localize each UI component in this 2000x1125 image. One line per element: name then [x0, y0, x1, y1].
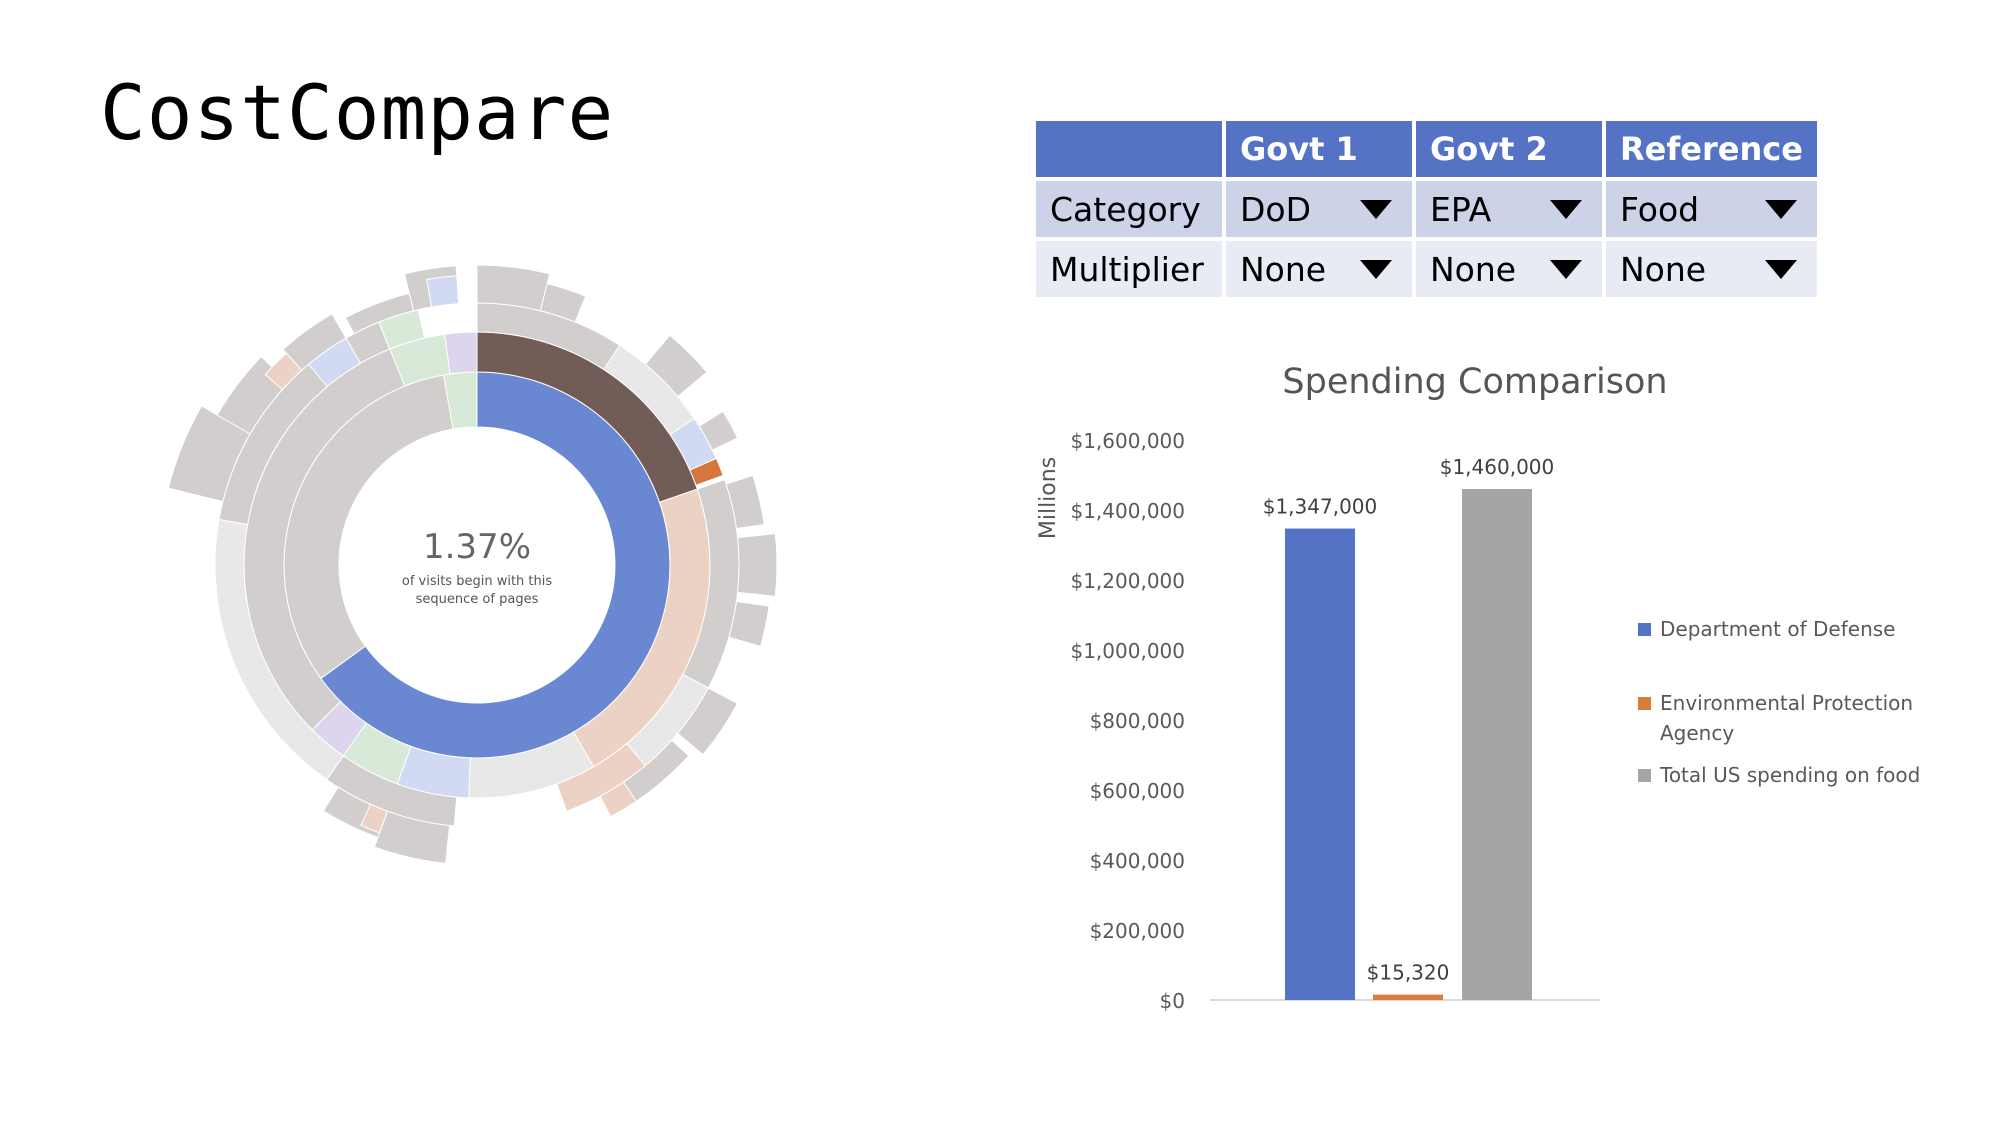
sunburst-segment[interactable] [539, 283, 587, 323]
y-tick-label: $0 [1160, 989, 1185, 1013]
sunburst-center-value: 1.37% [423, 527, 531, 567]
y-tick-label: $200,000 [1090, 919, 1185, 943]
sunburst-segment[interactable] [728, 600, 770, 647]
sunburst-segment[interactable] [444, 331, 478, 375]
multiplier-label: Multiplier [1036, 241, 1222, 297]
selector-table: Govt 1 Govt 2 Reference Category DoD EPA… [1032, 117, 1821, 301]
legend-entry: Department of Defense [1660, 617, 1895, 641]
sunburst-segment[interactable] [644, 334, 708, 398]
y-tick-label: $1,400,000 [1070, 499, 1185, 523]
bar-3 [1462, 489, 1532, 1000]
govt-2-category-dropdown[interactable]: EPA [1416, 181, 1602, 237]
y-tick-label: $1,200,000 [1070, 569, 1185, 593]
sunburst-segment[interactable] [698, 410, 739, 451]
sunburst-segments[interactable] [167, 264, 778, 864]
dropdown-value: None [1620, 249, 1707, 289]
selector-header-row: Govt 1 Govt 2 Reference [1036, 121, 1817, 177]
header-blank [1036, 121, 1222, 177]
y-tick-label: $400,000 [1090, 849, 1185, 873]
header-govt-1: Govt 1 [1226, 121, 1412, 177]
chevron-down-icon[interactable] [1550, 200, 1582, 219]
govt-2-multiplier-dropdown[interactable]: None [1416, 241, 1602, 297]
chevron-down-icon[interactable] [1764, 200, 1797, 219]
legend-swatch [1638, 623, 1651, 636]
y-tick-label: $800,000 [1090, 709, 1185, 733]
category-row: Category DoD EPA Food [1036, 181, 1817, 237]
legend-entry: Environmental Protection [1660, 691, 1913, 715]
dropdown-value: Food [1620, 189, 1700, 229]
chart-title: Spending Comparison [1282, 362, 1667, 402]
header-reference: Reference [1606, 121, 1817, 177]
sunburst-segment[interactable] [676, 687, 739, 756]
legend-swatch [1638, 697, 1651, 710]
y-tick-label: $1,000,000 [1070, 639, 1185, 663]
sunburst-center-caption-2: sequence of pages [416, 592, 539, 607]
sunburst-segment[interactable] [689, 457, 724, 486]
govt-1-multiplier-dropdown[interactable]: None [1226, 241, 1412, 297]
sunburst-segment[interactable] [360, 803, 389, 834]
dropdown-value: EPA [1430, 189, 1492, 229]
y-tick-label: $1,600,000 [1070, 429, 1185, 453]
reference-multiplier-dropdown[interactable]: None [1606, 241, 1817, 297]
bar-data-label: $15,320 [1367, 961, 1450, 985]
app-title: CostCompare [100, 68, 615, 157]
y-tick-label: $600,000 [1090, 779, 1185, 803]
dropdown-value: None [1430, 249, 1517, 289]
legend-entry: Total US spending on food [1659, 763, 1920, 787]
sunburst-segment[interactable] [264, 352, 303, 391]
govt-1-category-dropdown[interactable]: DoD [1226, 181, 1412, 237]
sunburst-segment[interactable] [599, 781, 638, 818]
chevron-down-icon[interactable] [1550, 260, 1582, 279]
legend-swatch [1638, 769, 1651, 782]
header-govt-2: Govt 2 [1416, 121, 1602, 177]
spending-bar-chart: Spending Comparison Millions $0$200,000$… [1036, 362, 1920, 1013]
sunburst-segment[interactable] [282, 313, 347, 372]
chevron-down-icon[interactable] [1360, 200, 1392, 219]
sunburst-segment[interactable] [737, 533, 778, 597]
dropdown-value: None [1240, 249, 1327, 289]
sunburst-segment[interactable] [725, 474, 765, 530]
chevron-down-icon[interactable] [1764, 260, 1797, 279]
sunburst-center-caption-1: of visits begin with this [402, 574, 553, 589]
chevron-down-icon[interactable] [1360, 260, 1392, 279]
y-axis-ticks: $0 $200,000 $400,000 $600,000 $800,000 $1,000… [1070, 429, 1185, 1013]
legend-entry-continued: Agency [1660, 721, 1734, 745]
chart-legend: Department of Defense Environmental Prote… [1638, 617, 1920, 787]
multiplier-row: Multiplier None None None [1036, 241, 1817, 297]
bar-data-label: $1,347,000 [1263, 495, 1378, 519]
y-axis-label: Millions [1036, 457, 1061, 539]
sunburst-chart[interactable]: 1.37% of visits begin with this sequence… [100, 190, 860, 950]
bar-1 [1285, 528, 1355, 1000]
sunburst-segment[interactable] [426, 275, 460, 308]
bar-2 [1373, 994, 1443, 1000]
bars: $1,347,000 $15,320 $1,460,000 [1263, 455, 1555, 1000]
category-label: Category [1036, 181, 1222, 237]
bar-data-label: $1,460,000 [1440, 455, 1555, 479]
dropdown-value: DoD [1240, 189, 1312, 229]
reference-category-dropdown[interactable]: Food [1606, 181, 1817, 237]
